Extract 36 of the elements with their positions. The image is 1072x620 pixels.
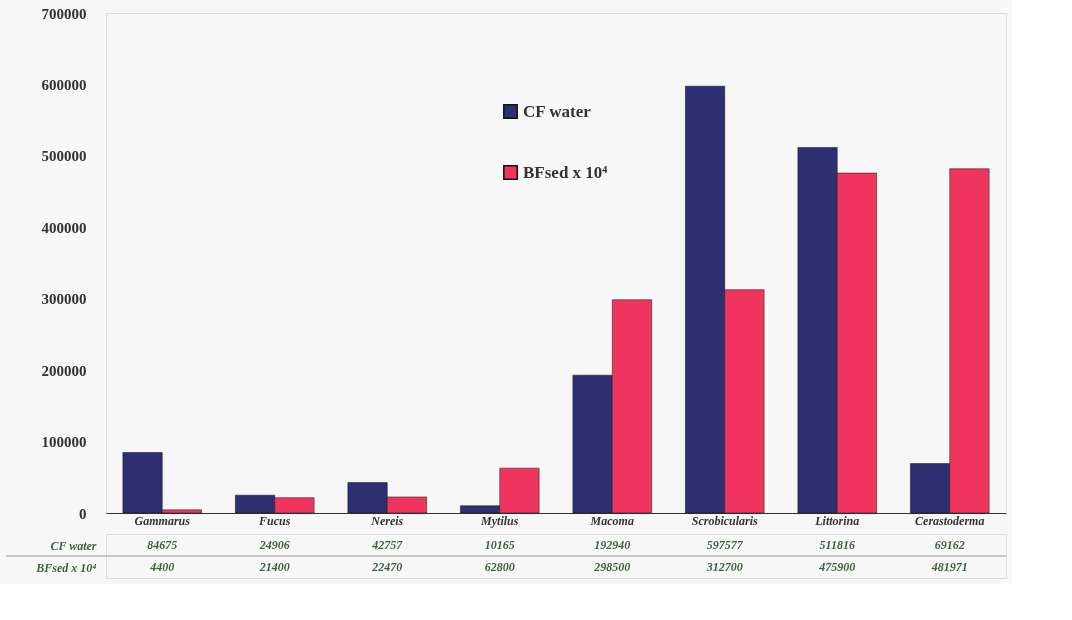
x-tick-label: Scrobicularis bbox=[691, 513, 759, 528]
data-label: 21400 bbox=[258, 560, 290, 574]
y-tick-label: 500000 bbox=[41, 148, 87, 165]
x-tick-label: Fucus bbox=[258, 513, 291, 528]
data-label: 42757 bbox=[371, 538, 404, 552]
legend-label: CF water bbox=[523, 101, 592, 121]
y-tick-label: 0 bbox=[79, 505, 87, 522]
x-tick-label: Gammarus bbox=[134, 513, 191, 528]
y-tick-label: 200000 bbox=[41, 362, 87, 379]
data-label: 475900 bbox=[818, 560, 856, 574]
text: CF water bbox=[50, 538, 97, 553]
y-tick-label: 600000 bbox=[41, 76, 87, 93]
x-tick-label: Macoma bbox=[589, 513, 634, 528]
data-label: 192940 bbox=[594, 538, 631, 552]
x-tick-label: Littorina bbox=[814, 513, 860, 528]
data-label: 24906 bbox=[258, 538, 290, 552]
data-label: 69162 bbox=[934, 538, 965, 552]
data-label: 597577 bbox=[706, 538, 744, 552]
x-tick-label: Nereis bbox=[370, 513, 404, 528]
data-label: 22470 bbox=[371, 560, 403, 574]
text: BFsed x 10⁴ bbox=[36, 560, 97, 575]
x-tick-label: Cerastoderma bbox=[915, 513, 985, 528]
data-label: 62800 bbox=[484, 560, 515, 574]
y-tick-label: 300000 bbox=[41, 291, 87, 308]
data-label: 511816 bbox=[819, 538, 855, 552]
y-tick-label: 400000 bbox=[41, 219, 87, 236]
data-label: 312700 bbox=[705, 560, 743, 574]
data-label: 481971 bbox=[930, 560, 968, 574]
data-label: 84675 bbox=[147, 538, 178, 552]
y-tick-label: 700000 bbox=[41, 5, 87, 22]
data-label: 298500 bbox=[593, 560, 631, 574]
data-label: 4400 bbox=[149, 560, 175, 574]
y-tick-label: 100000 bbox=[41, 434, 87, 451]
x-tick-label: Mytilus bbox=[480, 513, 519, 528]
legend-label: BFsed x 10⁴ bbox=[523, 162, 608, 182]
data-label: 10165 bbox=[484, 538, 515, 552]
